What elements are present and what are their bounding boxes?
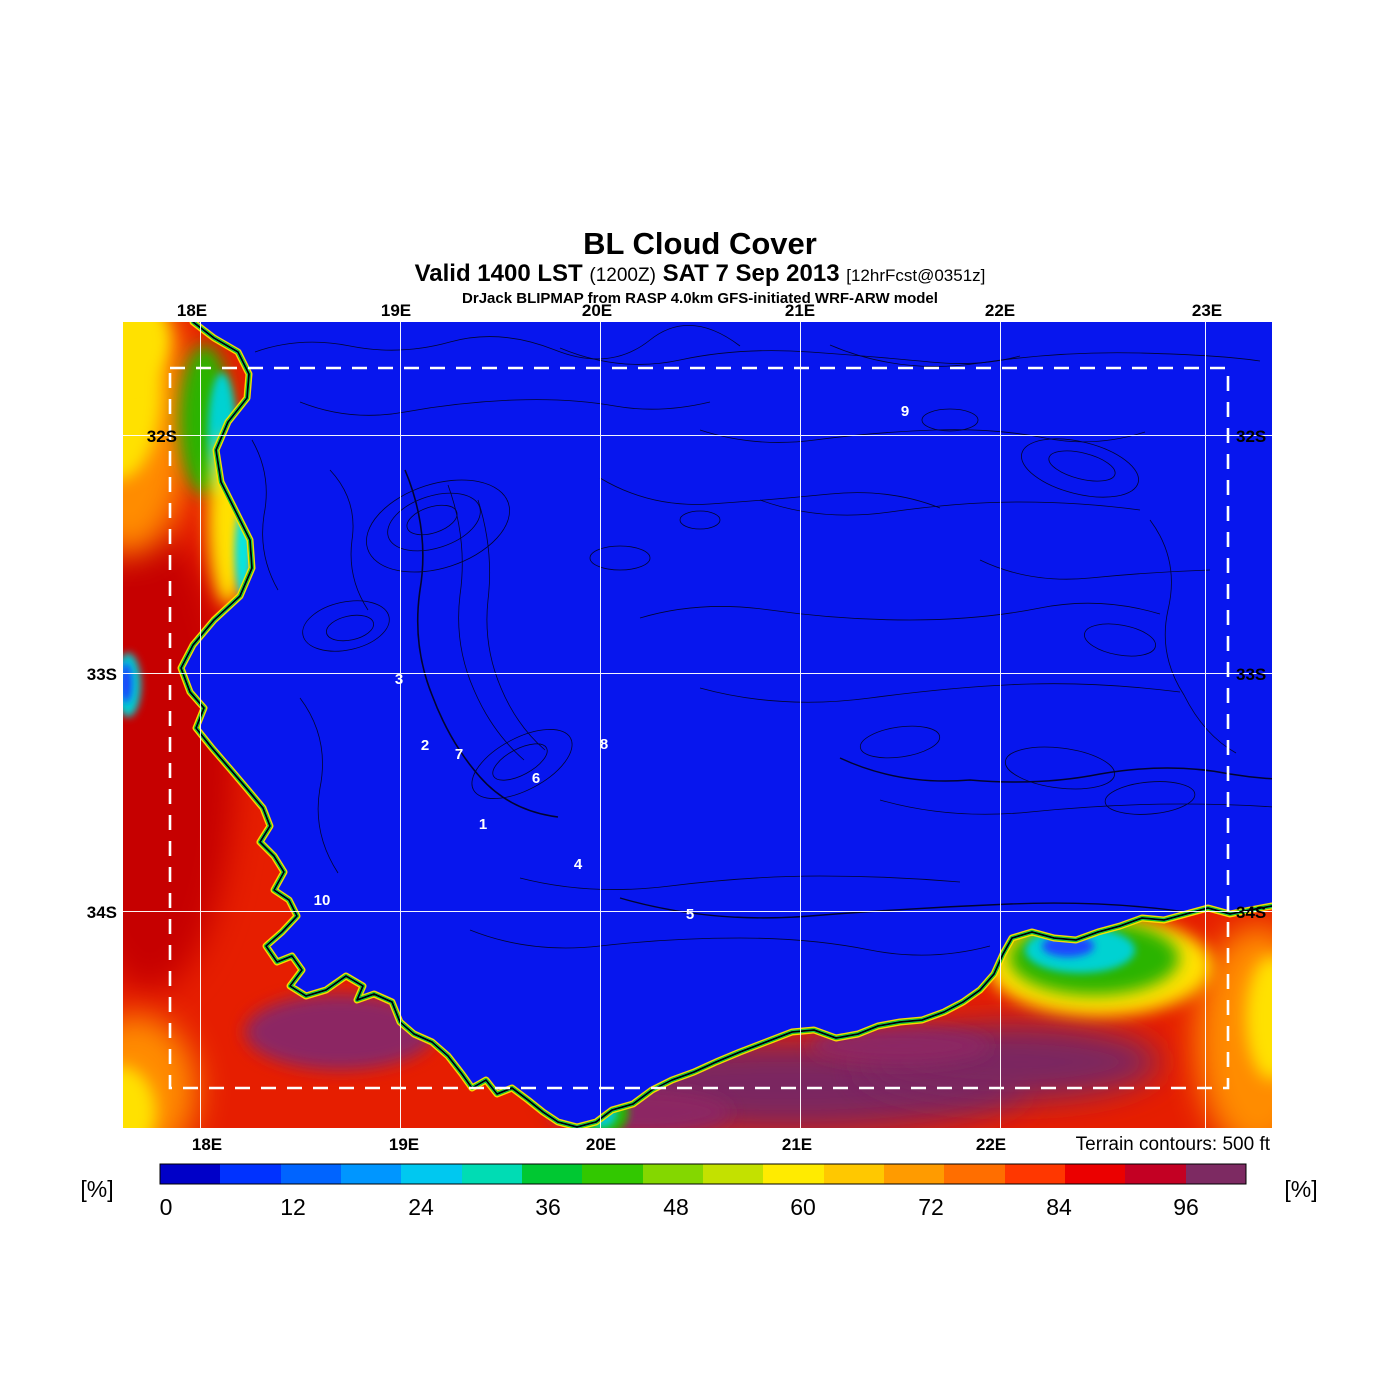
colorbar-tick: 60 xyxy=(790,1194,816,1220)
site-marker: 3 xyxy=(395,671,403,688)
valid-date: SAT 7 Sep 2013 xyxy=(662,260,840,287)
lon-tick-label: 21E xyxy=(782,1135,812,1154)
colorbar-tick: 84 xyxy=(1046,1194,1072,1220)
colorbar: 0 12 24 36 48 60 72 84 96 [%] [%] xyxy=(80,1163,1318,1220)
ocean-overcast-region xyxy=(123,322,1272,1128)
coastline xyxy=(180,322,1272,1128)
coastline-fringe xyxy=(177,322,1272,1128)
site-marker: 1 xyxy=(479,816,487,833)
terrain-contours-note: Terrain contours: 500 ft xyxy=(1076,1134,1271,1155)
site-marker: 8 xyxy=(600,736,608,753)
lon-tick-label: 19E xyxy=(381,301,411,320)
colorbar-tick: 72 xyxy=(918,1194,944,1220)
colorbar-tick-labels: 0 12 24 36 48 60 72 84 96 xyxy=(160,1194,1199,1220)
valid-zulu: (1200Z) xyxy=(589,265,656,286)
terrain-contours xyxy=(251,324,1272,956)
lon-tick-label: 21E xyxy=(785,301,815,320)
site-marker: 10 xyxy=(314,892,331,909)
lon-tick-label: 22E xyxy=(976,1135,1006,1154)
lon-tick-label: 20E xyxy=(586,1135,616,1154)
lon-tick-label: 23E xyxy=(1192,301,1222,320)
forecast-info: [12hrFcst@0351z] xyxy=(846,266,986,285)
lat-tick-label: 34S xyxy=(87,903,117,922)
lat-tick-label: 33S xyxy=(1236,665,1266,684)
colorbar-border xyxy=(159,1163,1247,1185)
colorbar-tick: 96 xyxy=(1173,1194,1199,1220)
site-marker: 6 xyxy=(532,770,540,787)
site-marker: 7 xyxy=(455,746,463,763)
colorbar-tick: 12 xyxy=(280,1194,306,1220)
lat-tick-label: 34S xyxy=(1236,903,1266,922)
lat-tick-label: 32S xyxy=(1236,427,1266,446)
valid-time-line: Valid 1400 LST (1200Z) SAT 7 Sep 2013 [1… xyxy=(0,260,1400,288)
lon-tick-label: 18E xyxy=(177,301,207,320)
site-markers: 1 2 3 4 5 6 7 8 9 10 xyxy=(314,403,910,923)
page-title: BL Cloud Cover xyxy=(583,226,817,261)
lon-axis-top: 18E 19E 20E 21E 22E 23E xyxy=(177,301,1222,320)
colorbar-tick: 0 xyxy=(160,1194,173,1220)
latlon-grid xyxy=(123,322,1272,1128)
lat-axis-right: 32S 33S 34S xyxy=(1236,427,1266,922)
lon-tick-label: 20E xyxy=(582,301,612,320)
lon-tick-label: 19E xyxy=(389,1135,419,1154)
lon-axis-bottom: 18E 19E 20E 21E 22E xyxy=(192,1135,1006,1154)
site-marker: 4 xyxy=(574,856,583,873)
colorbar-unit-left: [%] xyxy=(80,1176,113,1202)
site-marker: 5 xyxy=(686,906,694,923)
lon-tick-label: 22E xyxy=(985,301,1015,320)
colorbar-segments xyxy=(160,1164,1246,1184)
colorbar-tick: 24 xyxy=(408,1194,434,1220)
lat-axis-left: 32S 33S 34S xyxy=(87,427,177,922)
colorbar-tick: 36 xyxy=(535,1194,561,1220)
site-marker: 9 xyxy=(901,403,909,420)
valid-time: Valid 1400 LST xyxy=(414,260,583,287)
lon-tick-label: 18E xyxy=(192,1135,222,1154)
model-line: DrJack BLIPMAP from RASP 4.0km GFS-initi… xyxy=(462,290,938,307)
domain-boundary-dashed xyxy=(168,366,1230,1090)
colorbar-tick: 48 xyxy=(663,1194,689,1220)
lat-tick-label: 32S xyxy=(147,427,177,446)
colorbar-unit-right: [%] xyxy=(1284,1176,1317,1202)
site-marker: 2 xyxy=(421,737,429,754)
lat-tick-label: 33S xyxy=(87,665,117,684)
